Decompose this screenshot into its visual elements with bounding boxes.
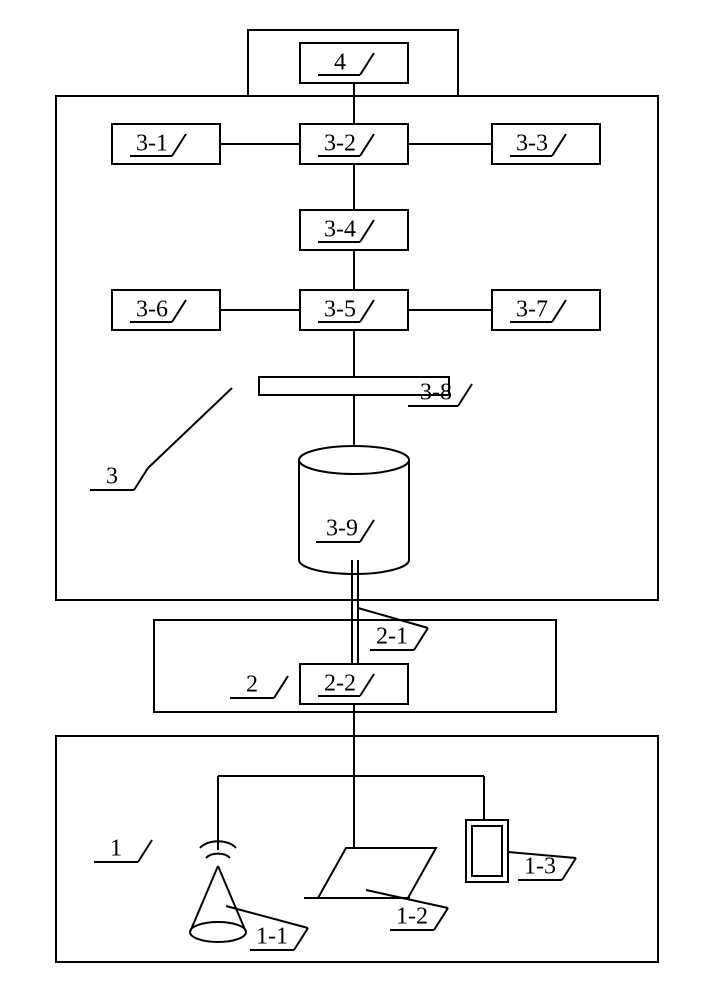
- svg-text:3-6: 3-6: [136, 297, 168, 323]
- svg-text:3-2: 3-2: [324, 131, 356, 157]
- label-2-1: 2-1: [376, 624, 408, 650]
- device-antenna: [190, 922, 246, 942]
- label-1-3: 1-3: [524, 854, 556, 880]
- device-laptop: [318, 848, 436, 898]
- svg-text:3-7: 3-7: [516, 297, 548, 323]
- label-1-2: 1-2: [396, 904, 428, 930]
- leader-3: [148, 388, 232, 468]
- svg-text:2-2: 2-2: [324, 671, 356, 697]
- svg-text:3-9: 3-9: [326, 516, 358, 542]
- cylinder-top: [299, 446, 409, 474]
- diagram-canvas: 4 3-1 3-2 3-3 3-4 3-6 3-5 3-7 2-2 3-8 3-9 1 2 3 2-1 1-1…: [0, 0, 707, 1000]
- label-3: 3: [106, 464, 118, 490]
- svg-text:4: 4: [334, 50, 346, 76]
- svg-text:3-8: 3-8: [420, 380, 452, 406]
- label-1: 1: [110, 836, 122, 862]
- svg-text:3-4: 3-4: [324, 217, 356, 243]
- label-1-1: 1-1: [256, 924, 288, 950]
- svg-text:3-1: 3-1: [136, 131, 168, 157]
- svg-text:3-3: 3-3: [516, 131, 548, 157]
- label-2: 2: [246, 672, 258, 698]
- container-transport: [154, 620, 556, 712]
- svg-text:3-5: 3-5: [324, 297, 356, 323]
